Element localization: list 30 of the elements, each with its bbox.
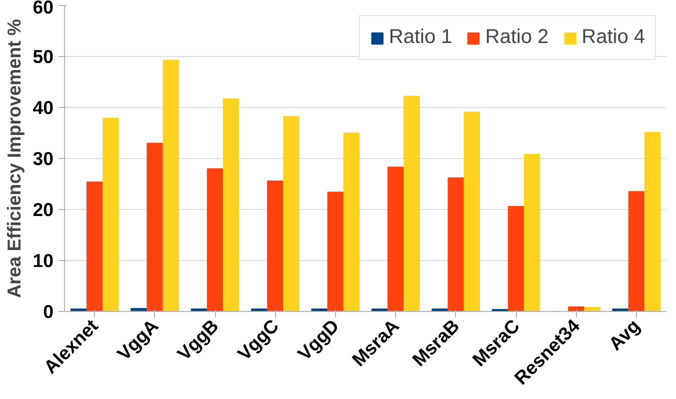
bar	[464, 112, 480, 312]
bar	[387, 166, 404, 312]
y-tick-label: 20	[32, 199, 54, 220]
bar	[162, 60, 179, 312]
legend-label: Ratio 1	[388, 26, 452, 49]
bar	[508, 206, 524, 312]
y-tick-label: 0	[43, 301, 54, 322]
bar	[327, 192, 344, 312]
bar	[448, 177, 464, 312]
bar	[146, 142, 163, 312]
x-tick-label: Avg	[604, 315, 644, 354]
bar	[222, 98, 240, 312]
y-tick-label: 60	[32, 0, 54, 18]
bar	[343, 132, 360, 312]
bar	[628, 191, 645, 312]
y-tick-label: 50	[32, 46, 54, 67]
y-tick-label: 30	[32, 148, 54, 169]
bar	[283, 116, 300, 312]
y-tick-label: 40	[32, 97, 54, 118]
bar	[86, 181, 103, 312]
bar	[102, 118, 119, 312]
y-tick-label: 10	[32, 250, 54, 271]
bar	[524, 154, 540, 312]
y-axis-title: Area Efficiency Improvement %	[4, 18, 25, 298]
legend-label: Ratio 2	[485, 26, 549, 49]
legend-label: Ratio 4	[582, 26, 645, 49]
bar	[644, 132, 661, 312]
bar	[206, 168, 224, 312]
bar	[404, 96, 420, 312]
bar	[267, 180, 284, 312]
